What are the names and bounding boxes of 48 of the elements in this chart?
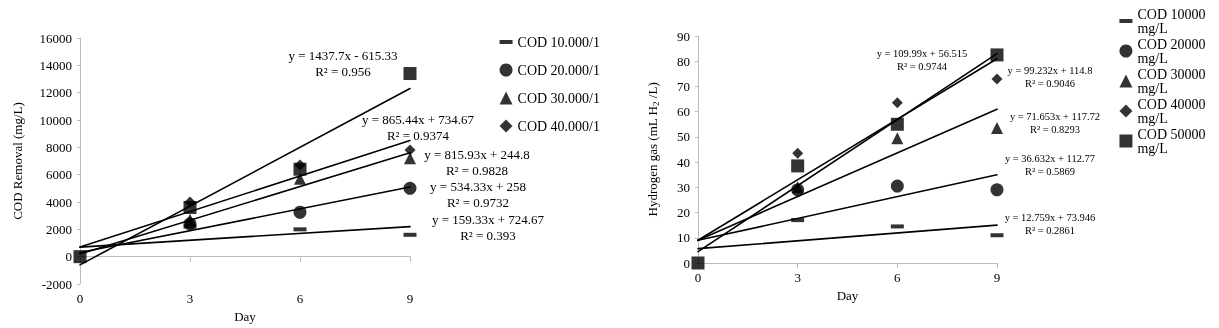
- legend-label: COD 30000 mg/L: [1137, 66, 1209, 96]
- x-tick-label: 9: [993, 270, 1001, 285]
- y-tick-label: 6000: [46, 167, 72, 183]
- text: y = 12.759x + 73.946 R² = 0.2861: [1004, 211, 1096, 237]
- y-tick-label: 14000: [39, 57, 72, 73]
- y-tick-label: 40: [677, 154, 690, 170]
- y-tick-label: 60: [677, 104, 690, 120]
- text: y = 36.632x + 112.77 R² = 0.5869: [1004, 152, 1096, 178]
- y-tick-label: 0: [65, 249, 72, 265]
- text: y = 71.653x + 117.72 R² = 0.8293: [1009, 110, 1101, 136]
- y-tick-label: 2000: [46, 221, 72, 237]
- y-axis-title: COD Removal (mg/L): [10, 102, 25, 220]
- y-tick-label: 10: [677, 230, 690, 246]
- annotation: y = 109.99x + 56.515 R² = 0.9744: [876, 47, 968, 73]
- legend-label: COD 30.000/1: [517, 90, 600, 106]
- x-axis-title: Day: [234, 309, 257, 324]
- legend-label: COD 20.000/1: [517, 62, 600, 78]
- annotation: y = 1437.7x - 615.33 R² = 0.956: [288, 47, 398, 79]
- x-tick-label: 6: [296, 291, 304, 306]
- x-tick-label: 3: [794, 270, 801, 285]
- legend-label: COD 10000 mg/L: [1137, 6, 1209, 36]
- text: y = 159.33x + 724.67 R² = 0.393: [431, 211, 545, 243]
- y-tick-label: 70: [677, 78, 690, 94]
- x-tick-label: 0: [694, 270, 702, 285]
- legend-label: COD 20000 mg/L: [1137, 36, 1209, 66]
- y-tick-label: 20: [677, 205, 690, 221]
- y-tick-label: 4000: [46, 194, 72, 210]
- legend-label: COD 50000 mg/L: [1137, 126, 1209, 156]
- y-axis-title: Hydrogen gas (mL H2 /L): [645, 82, 661, 217]
- text: y = 99.232x + 114.8 R² = 0.9046: [1007, 64, 1093, 90]
- y-tick-label: 30: [677, 179, 690, 195]
- x-tick-label: 6: [894, 270, 902, 285]
- y-tick-label: 90: [677, 28, 690, 44]
- y-tick-label: 10000: [39, 112, 72, 128]
- x-axis-title: Day: [836, 288, 859, 303]
- y-tick-label: 8000: [46, 139, 72, 155]
- x-tick-label: 3: [186, 291, 194, 306]
- x-tick-label: 9: [406, 291, 414, 306]
- x-tick-label: 0: [76, 291, 84, 306]
- y-tick-label: 50: [677, 129, 690, 145]
- y-tick-label: 16000: [39, 30, 72, 46]
- y-tick-label: 0: [683, 255, 690, 271]
- y-tick-label: -2000: [41, 276, 72, 292]
- legend-label: COD 40000 mg/L: [1137, 96, 1209, 126]
- legend-label: COD 40.000/1: [517, 118, 600, 134]
- legend-label: COD 10.000/1: [517, 34, 600, 50]
- y-tick-label: 12000: [39, 85, 72, 101]
- y-tick-label: 80: [677, 53, 690, 69]
